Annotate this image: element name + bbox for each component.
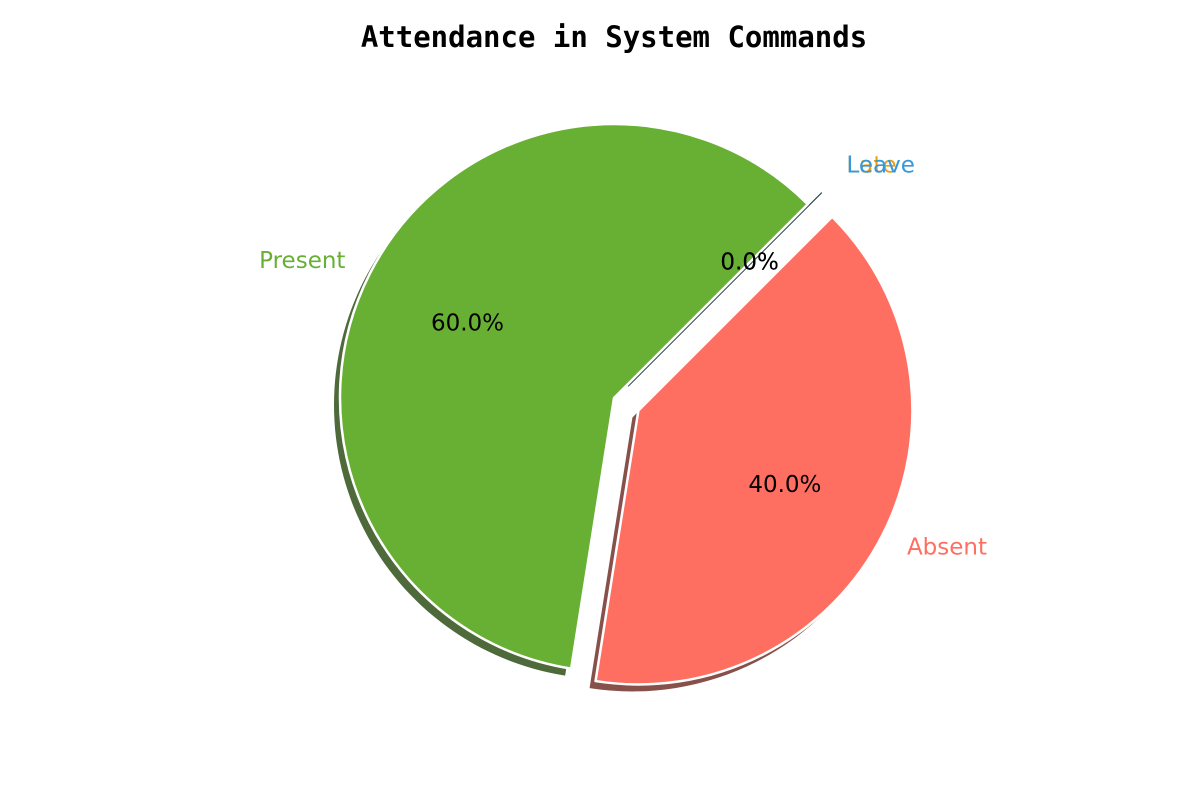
pie-slices <box>338 122 914 686</box>
percent-label-absent: 40.0% <box>748 472 821 498</box>
label-late: Late <box>846 153 896 179</box>
percent-label-late: 0.0% <box>720 249 778 275</box>
slice-present <box>338 122 809 670</box>
label-leave: Leave <box>846 153 914 179</box>
chart-title: Attendance in System Commands <box>361 20 867 54</box>
label-present: Present <box>259 248 345 274</box>
slice-absent <box>594 215 914 686</box>
percent-label-present: 60.0% <box>431 310 504 336</box>
slice-leave <box>632 184 828 380</box>
label-absent: Absent <box>907 534 987 560</box>
percent-label-leave: 0.0% <box>720 249 778 275</box>
